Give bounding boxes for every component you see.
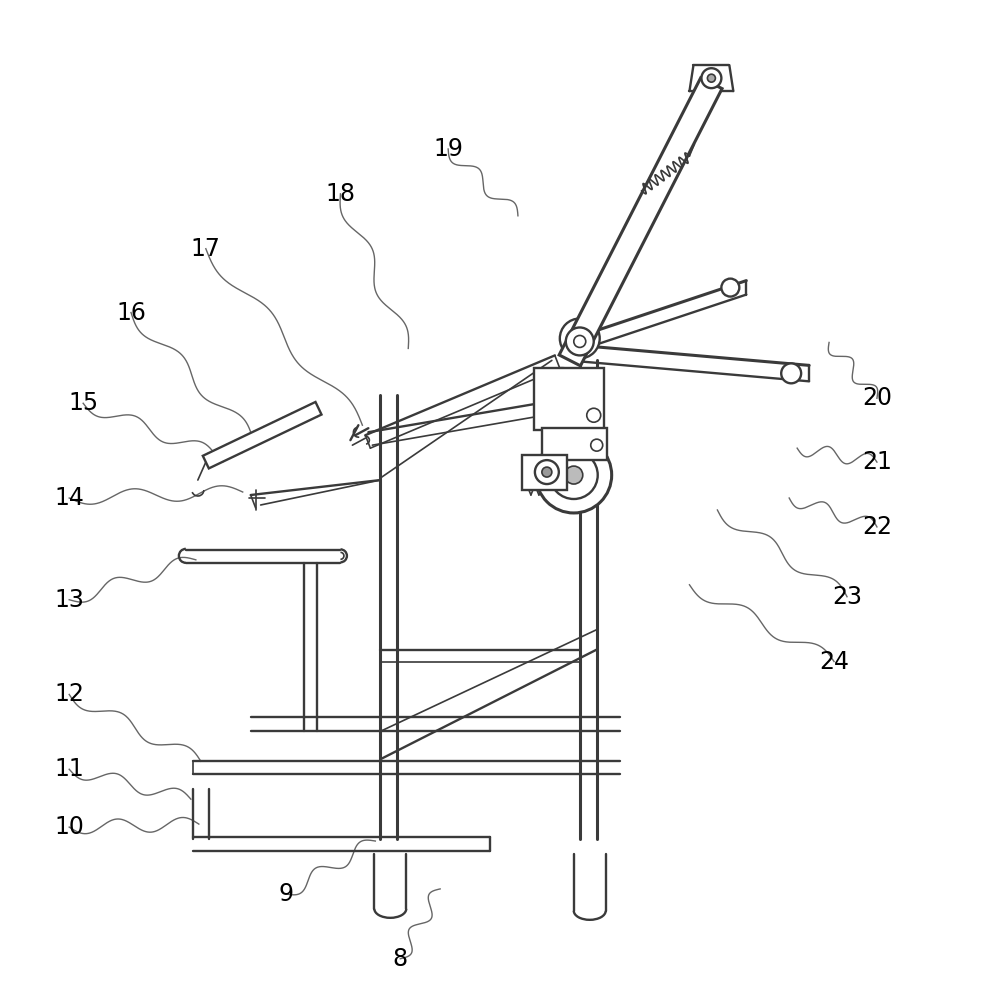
Text: 8: 8 [393,947,408,971]
Circle shape [560,319,599,358]
Circle shape [701,68,721,88]
Circle shape [570,328,589,348]
Circle shape [550,451,597,499]
Circle shape [542,467,552,477]
Circle shape [565,466,582,484]
Circle shape [540,368,583,412]
Text: 17: 17 [191,237,221,261]
Text: 23: 23 [831,585,861,609]
Text: 20: 20 [861,386,891,410]
Polygon shape [559,78,722,366]
Text: 9: 9 [277,882,293,906]
Circle shape [586,408,600,422]
Text: 16: 16 [116,301,146,325]
Text: 15: 15 [68,391,98,415]
Circle shape [780,363,800,383]
Circle shape [721,279,739,297]
Circle shape [707,74,715,82]
Text: 10: 10 [55,815,84,839]
Text: 18: 18 [325,182,355,206]
Circle shape [535,460,559,484]
Text: 19: 19 [432,137,462,161]
Circle shape [536,437,611,513]
Text: 24: 24 [818,650,848,674]
Circle shape [550,378,574,402]
Text: 22: 22 [861,515,891,539]
Text: 11: 11 [55,757,83,781]
Polygon shape [534,368,603,430]
Polygon shape [542,428,606,460]
Circle shape [574,335,585,347]
Circle shape [566,327,593,355]
Text: 21: 21 [861,450,891,474]
Text: 13: 13 [55,588,84,612]
Circle shape [557,385,567,395]
Text: 14: 14 [55,486,84,510]
Circle shape [590,439,602,451]
Polygon shape [522,455,567,490]
Polygon shape [203,402,321,468]
Text: 12: 12 [55,682,84,706]
